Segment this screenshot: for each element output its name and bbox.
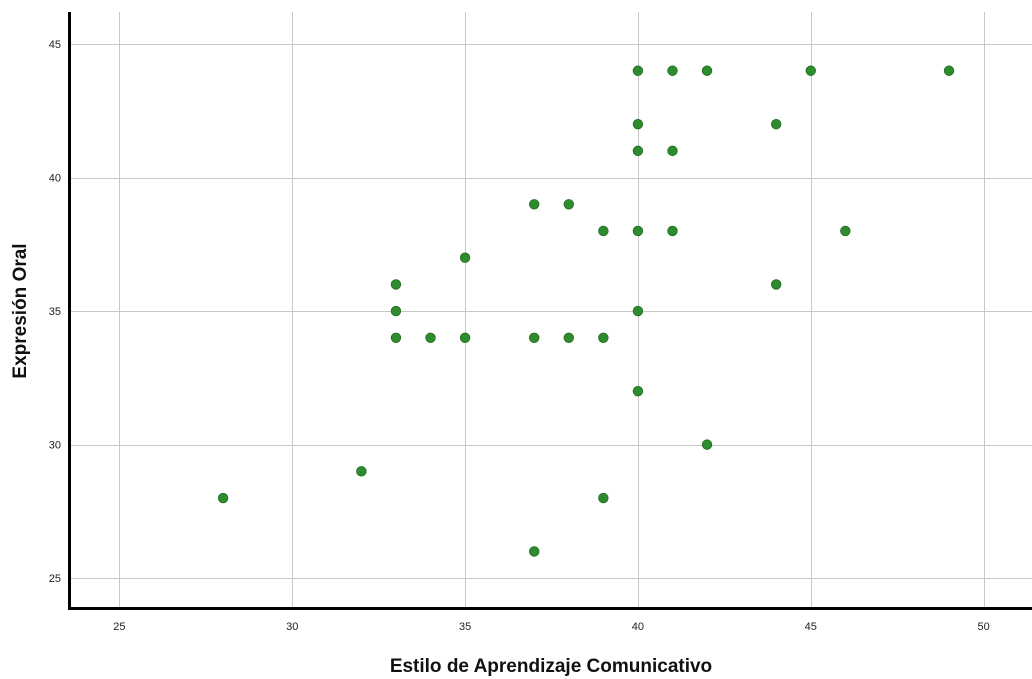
- y-tick-label: 45: [49, 39, 61, 51]
- data-point: [390, 332, 402, 344]
- data-point: [701, 439, 713, 450]
- data-point: [529, 199, 540, 210]
- data-point: [390, 279, 402, 290]
- grid-lines: [71, 12, 1032, 607]
- data-point: [632, 225, 644, 237]
- data-point: [667, 145, 678, 157]
- data-point: [943, 65, 955, 76]
- data-point: [632, 118, 644, 130]
- data-point: [805, 65, 816, 76]
- data-point: [701, 65, 713, 76]
- data-point: [770, 118, 782, 130]
- x-axis-title: Estilo de Aprendizaje Comunicativo: [390, 656, 712, 677]
- data-point: [459, 332, 471, 344]
- data-point: [632, 65, 644, 76]
- data-point: [770, 279, 782, 290]
- data-point: [563, 199, 574, 210]
- data-point: [529, 332, 540, 344]
- data-point: [667, 225, 678, 237]
- data-point: [598, 492, 609, 504]
- data-point: [390, 305, 402, 317]
- data-point: [425, 332, 436, 344]
- x-tick-label: 40: [632, 621, 644, 633]
- tick-labels: 25 30 35 40 45 50 25 30 35 40 45: [49, 39, 990, 633]
- data-point: [598, 225, 609, 237]
- data-point: [632, 386, 644, 397]
- axes: [68, 12, 1032, 610]
- data-point: [217, 492, 229, 504]
- y-axis-title: Expresión Oral: [10, 243, 31, 378]
- x-tick-label: 25: [113, 621, 125, 633]
- data-point: [459, 252, 471, 263]
- data-point: [840, 225, 851, 237]
- data-point: [598, 332, 609, 344]
- data-point: [563, 332, 574, 344]
- data-point: [632, 305, 644, 317]
- data-point: [667, 65, 678, 76]
- y-tick-label: 35: [49, 306, 61, 318]
- x-tick-label: 30: [286, 621, 298, 633]
- data-point: [632, 145, 644, 157]
- data-point: [529, 546, 540, 557]
- data-points: [217, 65, 955, 557]
- y-tick-label: 25: [49, 573, 61, 585]
- data-point: [356, 466, 367, 477]
- x-tick-label: 45: [805, 621, 817, 633]
- x-tick-label: 50: [977, 621, 989, 633]
- y-tick-label: 40: [49, 173, 61, 185]
- x-tick-label: 35: [459, 621, 471, 633]
- y-tick-label: 30: [49, 440, 61, 452]
